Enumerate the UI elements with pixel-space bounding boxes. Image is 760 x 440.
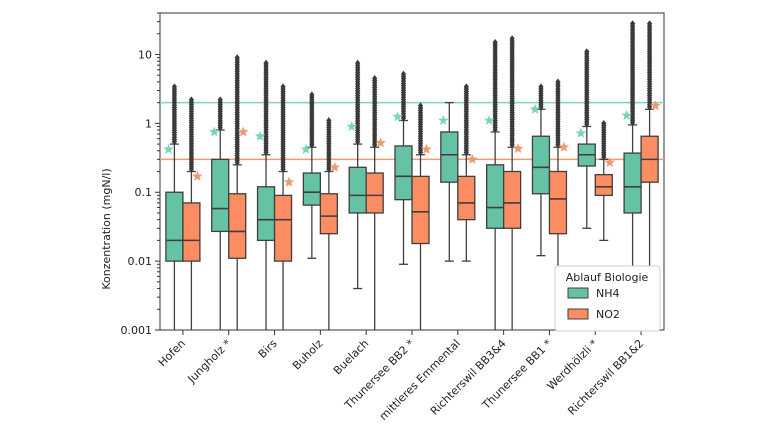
flier-no2-7 — [509, 35, 515, 42]
y-axis-label: Konzentration (mgN/l) — [100, 168, 113, 289]
legend-title: Ablauf Biologie — [566, 271, 649, 284]
mean-star-no2-8 — [558, 141, 570, 152]
legend-label-nh4: NH4 — [596, 287, 620, 300]
y-tick-label: 10 — [138, 48, 152, 61]
flier-nh4-5 — [400, 70, 407, 78]
y-tick-label: 0.1 — [135, 186, 153, 199]
flier-no2-2 — [280, 83, 286, 91]
box-no2-8 — [548, 170, 568, 235]
box-nh4-6 — [440, 131, 459, 183]
flier-no2-9 — [601, 119, 607, 127]
y-tick-label: 0.001 — [121, 324, 153, 337]
box-nh4-0 — [165, 191, 184, 262]
category-label: Buholz — [290, 337, 326, 373]
mean-star-no2-7 — [512, 143, 524, 154]
mean-star-no2-6 — [467, 153, 478, 164]
flier-no2-0 — [188, 96, 195, 104]
flier-no2-10 — [646, 20, 653, 28]
flier-nh4-2 — [263, 59, 269, 67]
mean-star-nh4-4 — [346, 121, 357, 131]
flier-nh4-9 — [584, 48, 590, 56]
box-no2-4 — [365, 172, 384, 214]
box-no2-9 — [594, 174, 613, 197]
flier-no2-8 — [555, 78, 561, 86]
y-tick-label: 0.01 — [128, 255, 153, 268]
box-no2-5 — [411, 175, 430, 245]
legend-swatch-no2 — [567, 308, 589, 320]
box-no2-2 — [273, 194, 293, 262]
flier-nh4-4 — [355, 59, 361, 67]
box-no2-7 — [502, 170, 522, 229]
mean-star-no2-2 — [283, 176, 295, 187]
box-no2-1 — [228, 193, 247, 259]
flier-nh4-8 — [538, 83, 544, 91]
mean-star-nh4-10 — [621, 110, 632, 120]
category-label: Hofen — [156, 337, 188, 369]
flier-no2-1 — [234, 54, 240, 62]
mean-star-nh4-3 — [300, 143, 312, 154]
box-no2-0 — [182, 202, 201, 262]
flier-nh4-3 — [309, 91, 315, 99]
mean-star-nh4-5 — [392, 111, 403, 122]
box-nh4-8 — [531, 135, 551, 195]
category-label: Buelach — [331, 337, 371, 377]
mean-star-no2-4 — [375, 137, 386, 148]
box-nh4-10 — [623, 152, 642, 214]
flier-no2-6 — [463, 83, 469, 91]
box-nh4-5 — [394, 145, 413, 201]
mean-star-nh4-9 — [575, 127, 587, 138]
category-label: Richterswil BB1&2 — [565, 337, 646, 418]
mean-star-nh4-0 — [163, 143, 174, 154]
category-label: Birs — [256, 337, 280, 361]
mean-star-no2-9 — [604, 157, 615, 167]
mean-star-nh4-8 — [529, 103, 541, 114]
flier-no2-3 — [326, 117, 332, 124]
box-nh4-3 — [302, 172, 322, 206]
category-label: Richterswil BB3&4 — [428, 337, 509, 418]
box-no2-6 — [457, 175, 476, 221]
flier-no2-4 — [372, 74, 378, 82]
mean-star-nh4-2 — [254, 130, 266, 141]
legend-swatch-nh4 — [567, 287, 589, 299]
category-label: mittleres Emmental — [377, 337, 463, 423]
flier-nh4-10 — [629, 20, 636, 28]
box-no2-3 — [319, 193, 339, 235]
box-nh4-2 — [256, 186, 276, 242]
mean-star-no2-1 — [237, 126, 249, 137]
box-nh4-4 — [348, 166, 367, 214]
flier-nh4-0 — [171, 83, 178, 91]
category-label: Jungholz * — [185, 337, 235, 387]
mean-star-nh4-1 — [209, 126, 220, 137]
mean-star-no2-10 — [650, 100, 661, 111]
legend-label-no2: NO2 — [596, 308, 620, 321]
y-tick-label: 1 — [145, 117, 152, 130]
mean-star-no2-5 — [421, 143, 432, 154]
mean-star-no2-0 — [192, 170, 203, 181]
flier-no2-5 — [417, 102, 424, 110]
mean-star-nh4-6 — [438, 115, 449, 125]
mean-star-nh4-7 — [484, 115, 495, 125]
mean-star-no2-3 — [329, 161, 340, 172]
box-nh4-7 — [485, 164, 505, 229]
box-nh4-1 — [211, 158, 230, 233]
flier-nh4-7 — [492, 38, 498, 46]
legend: Ablauf Biologie NH4 NO2 — [554, 265, 661, 332]
flier-nh4-1 — [217, 96, 223, 104]
